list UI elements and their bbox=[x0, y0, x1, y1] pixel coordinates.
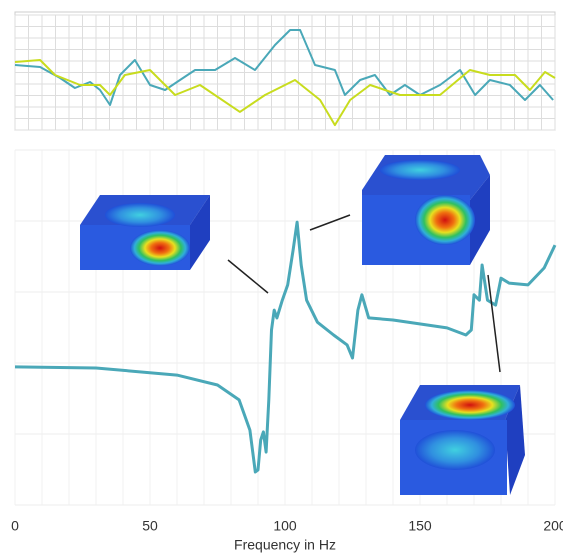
mode-shapes bbox=[80, 155, 525, 495]
x-tick-label: 100 bbox=[273, 518, 297, 534]
data-line bbox=[14, 220, 557, 474]
x-axis-label: Frequency in Hz bbox=[234, 537, 336, 553]
x-tick-label: 150 bbox=[408, 518, 432, 534]
mode-shape-1 bbox=[80, 195, 210, 270]
x-tick-label: 0 bbox=[11, 518, 19, 534]
x-tick-label: 50 bbox=[142, 518, 158, 534]
x-tick-label: 200 bbox=[543, 518, 563, 534]
mode-shape-3 bbox=[400, 385, 525, 495]
data-line bbox=[14, 59, 556, 127]
mode-shape-2 bbox=[362, 155, 490, 265]
data-line bbox=[14, 29, 554, 106]
